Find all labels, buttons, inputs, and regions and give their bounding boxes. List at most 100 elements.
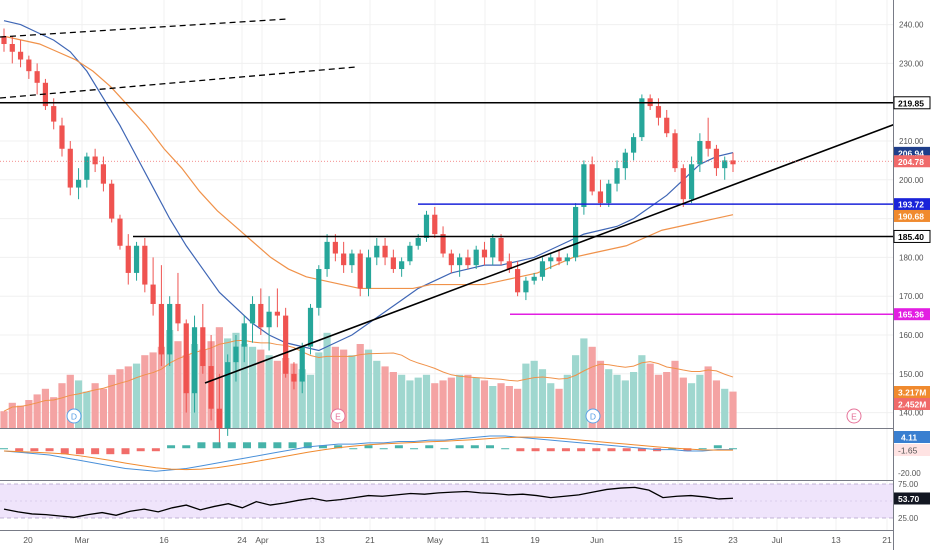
candle[interactable] (548, 253, 554, 270)
candle[interactable] (307, 303, 314, 355)
candle[interactable] (158, 265, 164, 367)
candle[interactable] (175, 272, 181, 332)
candle[interactable] (680, 164, 686, 207)
candle[interactable] (614, 160, 620, 192)
candle[interactable] (133, 241, 140, 281)
time-tick-label[interactable]: Apr (255, 535, 268, 545)
price-label[interactable]: 219.85 (893, 96, 931, 110)
candle[interactable] (191, 315, 198, 413)
price-label[interactable]: 204.78 (894, 155, 930, 168)
candle[interactable] (142, 238, 148, 293)
volume-label[interactable]: 3.217M (894, 386, 930, 398)
candle[interactable] (589, 156, 595, 196)
event-marker[interactable]: E (330, 408, 346, 424)
candle[interactable] (639, 94, 645, 141)
candle[interactable] (109, 179, 115, 223)
candle[interactable] (67, 141, 73, 196)
candle[interactable] (233, 335, 239, 382)
candle[interactable] (581, 160, 587, 215)
candle[interactable] (722, 156, 728, 180)
time-tick-label[interactable]: Jul (772, 535, 783, 545)
candle[interactable] (515, 261, 521, 297)
candle[interactable] (299, 342, 305, 394)
candle[interactable] (382, 238, 388, 266)
dashed-channel-upper[interactable] (0, 18, 289, 38)
candle[interactable] (9, 36, 15, 64)
candle[interactable] (531, 272, 537, 285)
candle[interactable] (606, 179, 612, 207)
candle[interactable] (92, 148, 98, 173)
macd-label[interactable]: -20.00 (898, 469, 921, 478)
candle[interactable] (357, 249, 363, 297)
candle[interactable] (688, 156, 695, 204)
drawn-lines[interactable] (0, 18, 899, 384)
candle[interactable] (150, 257, 156, 316)
candle[interactable] (291, 362, 297, 390)
candle[interactable] (399, 257, 405, 277)
candle[interactable] (216, 373, 222, 448)
time-tick-label[interactable]: 16 (159, 535, 169, 545)
candlesticks[interactable] (1, 28, 736, 448)
price-axis[interactable]: 250.00240.00230.00220.00210.00200.00190.… (893, 0, 932, 550)
candle[interactable] (597, 179, 604, 207)
candle[interactable] (573, 203, 579, 262)
rsi-label[interactable]: 25.00 (898, 514, 919, 523)
event-marker[interactable]: D (585, 408, 601, 424)
price-label[interactable]: 190.68 (894, 209, 930, 222)
event-marker[interactable]: E (846, 408, 862, 424)
time-tick-label[interactable]: May (427, 535, 444, 545)
candle[interactable] (17, 40, 24, 68)
candle[interactable] (75, 168, 82, 200)
candle[interactable] (473, 245, 479, 270)
time-axis[interactable]: 20 Mar 16 24 Apr 13 21 May 11 19 Jun 15 23 Jul 13 21 (0, 531, 893, 550)
candle[interactable] (324, 234, 330, 277)
candle[interactable] (100, 156, 107, 192)
candle[interactable] (730, 152, 736, 173)
candle[interactable] (167, 296, 173, 367)
candle[interactable] (365, 249, 372, 297)
candle[interactable] (1, 28, 7, 52)
candle[interactable] (432, 206, 438, 238)
time-tick-label[interactable]: 24 (237, 535, 247, 545)
candle[interactable] (200, 303, 206, 374)
candle[interactable] (274, 288, 280, 328)
candle[interactable] (622, 148, 628, 180)
candle[interactable] (125, 234, 131, 285)
time-tick-label[interactable]: 21 (882, 535, 892, 545)
candle[interactable] (672, 129, 678, 173)
candle[interactable] (59, 117, 65, 157)
candle[interactable] (341, 241, 347, 273)
candle[interactable] (481, 241, 488, 266)
candle[interactable] (465, 249, 471, 270)
candle[interactable] (506, 253, 512, 273)
candle[interactable] (117, 214, 123, 250)
trendline-support[interactable] (204, 122, 899, 384)
time-tick-label[interactable]: 13 (831, 535, 841, 545)
macd-label[interactable]: -1.65 (894, 444, 930, 456)
candle[interactable] (258, 288, 264, 335)
time-tick-label[interactable]: 23 (728, 535, 738, 545)
rsi-label[interactable]: 53.70 (894, 492, 930, 505)
candle[interactable] (26, 55, 32, 79)
time-tick-label[interactable]: Jun (590, 535, 604, 545)
candle[interactable] (440, 226, 446, 258)
candle[interactable] (697, 133, 703, 173)
candle[interactable] (556, 249, 562, 266)
macd-label[interactable]: 4.11 (894, 431, 930, 443)
candle[interactable] (407, 241, 413, 266)
candle[interactable] (564, 253, 570, 266)
candle[interactable] (34, 63, 40, 95)
candle[interactable] (498, 234, 504, 266)
candle[interactable] (457, 253, 463, 277)
candle[interactable] (539, 257, 546, 281)
time-tick-label[interactable]: 11 (481, 535, 490, 545)
candle[interactable] (490, 234, 496, 266)
rsi-label[interactable]: 75.00 (898, 480, 919, 489)
candle[interactable] (423, 210, 430, 242)
time-tick-label[interactable]: 15 (673, 535, 683, 545)
candle[interactable] (241, 315, 247, 363)
candle[interactable] (316, 265, 322, 316)
time-tick-label[interactable]: 20 (23, 535, 33, 545)
